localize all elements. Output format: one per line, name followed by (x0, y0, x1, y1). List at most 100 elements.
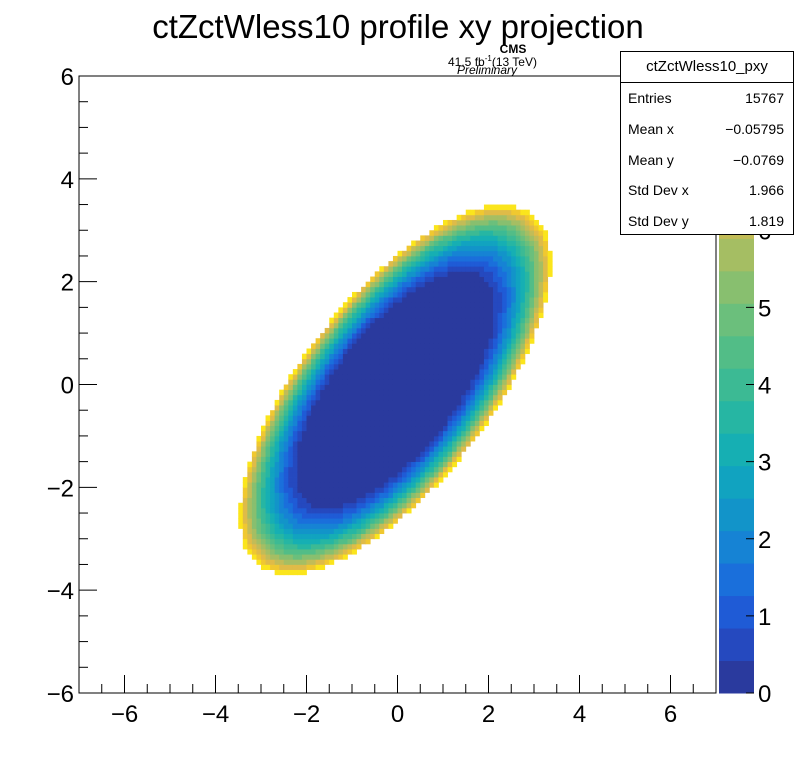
heatmap-cell (329, 399, 335, 406)
heatmap-cell (270, 492, 276, 499)
heatmap-cell (292, 538, 298, 545)
heatmap-cell (283, 518, 289, 524)
heatmap-cell (402, 363, 407, 370)
heatmap-cell (379, 369, 385, 375)
heatmap-cell (470, 250, 476, 257)
heatmap-cell (429, 291, 435, 298)
heatmap-cell (397, 497, 403, 504)
heatmap-cell (347, 528, 353, 535)
heatmap-cell (474, 271, 480, 277)
heatmap-cell (524, 281, 530, 288)
heatmap-cell (470, 219, 476, 226)
heatmap-cell (493, 209, 498, 216)
heatmap-cell (311, 518, 316, 524)
heatmap-cell (356, 415, 362, 421)
heatmap-cell (479, 266, 485, 272)
heatmap-cell (402, 281, 407, 288)
heatmap-cell (279, 477, 285, 483)
heatmap-cell (502, 312, 508, 319)
color-scale-band (719, 498, 754, 532)
heatmap-cell (520, 348, 526, 355)
heatmap-cell (506, 209, 512, 216)
heatmap-cell (356, 405, 362, 411)
heatmap-cell (397, 379, 403, 385)
heatmap-cell (443, 281, 448, 288)
heatmap-cell (479, 415, 485, 421)
heatmap-cell (433, 399, 439, 406)
heatmap-cell (524, 219, 530, 226)
heatmap-cell (356, 374, 362, 380)
heatmap-cell (356, 353, 362, 360)
heatmap-cell (297, 549, 303, 555)
heatmap-cell (283, 528, 289, 535)
heatmap-cell (538, 302, 544, 308)
heatmap-cell (383, 399, 389, 406)
heatmap-cell (242, 528, 248, 535)
heatmap-cell (274, 569, 280, 576)
heatmap-cell (452, 302, 458, 308)
heatmap-cell (488, 250, 494, 257)
heatmap-cell (333, 492, 339, 499)
heatmap-cell (274, 554, 280, 560)
heatmap-cell (338, 389, 344, 396)
heatmap-cell (483, 410, 489, 416)
heatmap-cell (402, 307, 407, 313)
heatmap-cell (352, 333, 357, 339)
heatmap-cell (261, 543, 266, 550)
heatmap-cell (374, 528, 380, 535)
heatmap-cell (311, 502, 316, 509)
heatmap-cell (420, 317, 426, 324)
heatmap-cell (279, 528, 285, 535)
heatmap-cell (529, 322, 535, 329)
heatmap-cell (242, 543, 248, 550)
heatmap-cell (392, 425, 398, 432)
heatmap-cell (438, 461, 444, 468)
heatmap-cell (261, 466, 266, 473)
heatmap-cell (388, 333, 394, 339)
heatmap-cell (370, 394, 376, 401)
heatmap-cell (397, 312, 403, 319)
heatmap-cell (356, 358, 362, 365)
heatmap-cell (297, 446, 303, 452)
heatmap-cell (506, 312, 512, 319)
heatmap-cell (443, 302, 448, 308)
heatmap-cell (265, 533, 271, 540)
heatmap-cell (388, 338, 394, 344)
heatmap-cell (283, 487, 289, 493)
heatmap-cell (433, 235, 439, 241)
heatmap-cell (397, 482, 403, 488)
heatmap-cell (392, 374, 398, 380)
heatmap-cell (311, 353, 316, 360)
heatmap-cell (465, 235, 471, 241)
heatmap-cell (361, 389, 367, 396)
heatmap-cell (370, 348, 376, 355)
heatmap-cell (488, 343, 494, 349)
heatmap-cell (292, 374, 298, 380)
heatmap-cell (392, 420, 398, 427)
heatmap-cell (456, 312, 462, 319)
heatmap-cell (356, 441, 362, 447)
heatmap-cell (265, 492, 271, 499)
heatmap-cell (274, 497, 280, 504)
heatmap-cell (315, 482, 321, 488)
heatmap-cell (301, 554, 307, 560)
heatmap-cell (415, 374, 421, 380)
heatmap-cell (443, 240, 448, 247)
heatmap-cell (397, 441, 403, 447)
heatmap-cell (420, 451, 426, 457)
heatmap-cell (488, 389, 494, 396)
heatmap-cell (397, 466, 403, 473)
heatmap-cell (324, 554, 330, 560)
heatmap-cell (465, 261, 471, 267)
heatmap-cell (256, 543, 262, 550)
heatmap-cell (520, 338, 526, 344)
heatmap-cell (497, 348, 503, 355)
heatmap-cell (347, 502, 353, 509)
heatmap-cell (470, 266, 476, 272)
heatmap-cell (515, 291, 521, 298)
heatmap-cell (479, 230, 485, 236)
heatmap-cell (352, 492, 357, 499)
heatmap-cell (465, 379, 471, 385)
heatmap-cell (447, 322, 453, 329)
heatmap-cell (338, 430, 344, 437)
